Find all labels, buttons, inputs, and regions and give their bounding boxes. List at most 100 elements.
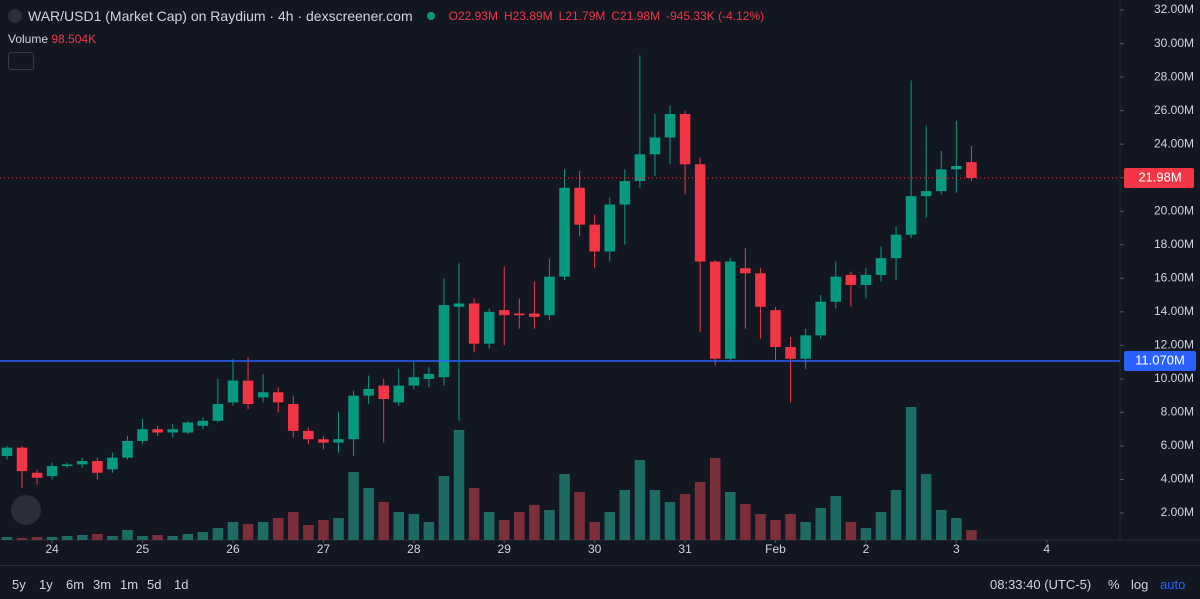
x-tick-label: 25	[136, 542, 150, 556]
volume-bar	[649, 490, 661, 540]
y-tick-label: 6.00M	[1161, 438, 1194, 452]
candle-body	[815, 301, 826, 336]
candle-body	[574, 187, 585, 225]
candle-body	[875, 258, 887, 275]
range-button[interactable]: 6m	[66, 577, 85, 592]
candle-body	[951, 165, 962, 170]
candle-body	[272, 392, 284, 403]
volume-bar	[544, 510, 555, 540]
volume-bar	[920, 474, 932, 540]
candle-body	[423, 373, 435, 379]
range-button[interactable]: 1m	[120, 577, 139, 592]
candle-body	[890, 234, 902, 259]
auto-toggle[interactable]: auto	[1160, 577, 1186, 592]
y-tick-label: 4.00M	[1161, 472, 1194, 486]
volume-bar	[619, 490, 631, 540]
candle-body	[483, 311, 495, 344]
candle-body	[529, 313, 540, 317]
volume-bar	[303, 525, 314, 540]
percent-toggle[interactable]: %	[1108, 577, 1120, 592]
volume-bar	[257, 522, 269, 540]
volume-bar	[951, 518, 962, 540]
range-button[interactable]: 1y	[39, 577, 53, 592]
candle-body	[935, 169, 947, 192]
candle-body	[559, 187, 570, 277]
y-tick-label: 24.00M	[1154, 136, 1194, 150]
range-button[interactable]: 3m	[93, 577, 112, 592]
volume-bar	[287, 512, 299, 540]
candle-body	[709, 261, 721, 359]
ohlc-change: -945.33K (-4.12%)	[666, 9, 765, 23]
candle-body	[694, 164, 706, 262]
status-dot	[426, 12, 435, 20]
y-tick-label: 10.00M	[1154, 371, 1194, 385]
x-tick-label: 27	[317, 542, 331, 556]
volume-bar	[31, 537, 43, 540]
volume-bar	[453, 430, 465, 540]
bottom-toolbar: 5y 1y 6m 3m 1m 5d 1d 08:33:40 (UTC-5) % log au…	[0, 565, 1200, 599]
range-button[interactable]: 5d	[147, 577, 162, 592]
volume-value: 98.504K	[51, 32, 97, 46]
volume-bar	[755, 514, 766, 540]
volume-bar	[468, 488, 480, 540]
log-toggle[interactable]: log	[1131, 577, 1149, 592]
volume-bar	[167, 536, 178, 540]
candle-body	[649, 137, 661, 155]
candle-body	[1, 447, 13, 457]
candle-body	[167, 429, 178, 433]
volume-bar	[197, 532, 209, 540]
y-tick-label: 26.00M	[1154, 103, 1194, 117]
candle-body	[785, 347, 796, 359]
volume-bar	[483, 512, 495, 540]
title: WAR/USD1 (Market Cap) on Raydium · 4h · …	[28, 8, 413, 24]
volume-bar	[378, 502, 389, 540]
volume-bar	[61, 536, 73, 540]
volume-bar	[242, 524, 254, 540]
volume-bar	[830, 496, 842, 540]
ohlc-open: O22.93M	[448, 9, 498, 23]
volume-legend: Volume 98.504K	[8, 32, 96, 46]
candle-body	[966, 162, 977, 179]
plot-background	[0, 0, 1200, 565]
candle-body	[830, 276, 842, 302]
volume-bar	[272, 518, 284, 540]
candle-body	[46, 466, 58, 477]
candle-body	[303, 430, 314, 440]
y-tick-label: 14.00M	[1154, 304, 1194, 318]
candle-body	[257, 392, 269, 398]
horizontal-line-label: 11.070M	[1135, 352, 1185, 367]
candle-body	[137, 429, 148, 441]
candle-body	[664, 114, 676, 138]
clock: 08:33:40 (UTC-5)	[990, 577, 1092, 592]
volume-bar	[709, 458, 721, 540]
y-tick-label: 28.00M	[1154, 69, 1194, 83]
candle-body	[770, 310, 781, 348]
y-tick-label: 30.00M	[1154, 36, 1194, 50]
volume-bar	[800, 522, 811, 540]
volume-bar	[498, 520, 510, 540]
range-button[interactable]: 5y	[12, 577, 26, 592]
x-tick-label: 28	[407, 542, 421, 556]
range-button[interactable]: 1d	[174, 577, 189, 592]
volume-bar	[92, 534, 103, 540]
volume-bar	[348, 472, 359, 540]
collapse-button[interactable]	[8, 52, 34, 70]
candle-body	[31, 472, 43, 478]
candle-body	[287, 404, 299, 431]
y-tick-label: 32.00M	[1154, 2, 1194, 16]
volume-bar	[770, 520, 781, 540]
last-price-tag	[1124, 168, 1194, 189]
candle-body	[679, 114, 691, 165]
volume-bar	[438, 476, 450, 540]
candle-body	[348, 395, 359, 440]
volume-bar	[16, 538, 28, 540]
volume-bar	[905, 407, 917, 540]
y-tick-label: 18.00M	[1154, 237, 1194, 251]
volume-bar	[875, 512, 887, 540]
ohlc-close: C21.98M	[611, 9, 661, 23]
x-tick-label: 4	[1043, 542, 1050, 556]
volume-bar	[935, 510, 947, 540]
candle-body	[227, 380, 239, 403]
volume-bar	[815, 508, 826, 540]
chart: 2.00M 4.00M 6.00M 8.00M 10.00M 12.00M 14.00M 16…	[0, 0, 1200, 565]
